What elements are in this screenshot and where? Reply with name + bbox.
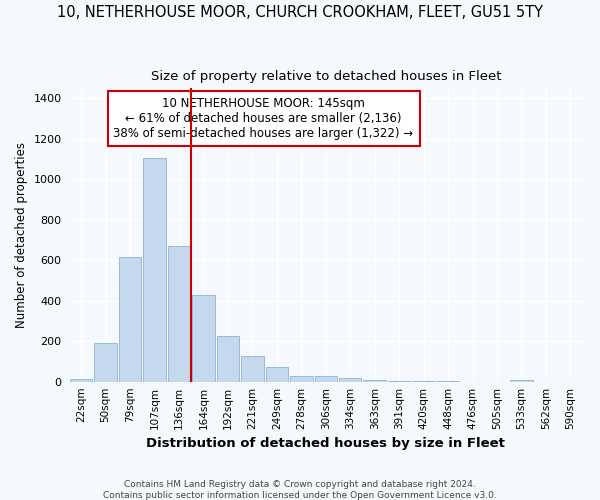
Bar: [168, 246, 190, 382]
Bar: [217, 336, 239, 382]
Bar: [290, 376, 313, 382]
Bar: [388, 380, 410, 382]
X-axis label: Distribution of detached houses by size in Fleet: Distribution of detached houses by size …: [146, 437, 505, 450]
Bar: [339, 378, 361, 382]
Bar: [94, 343, 117, 382]
Bar: [192, 294, 215, 382]
Text: 10 NETHERHOUSE MOOR: 145sqm
← 61% of detached houses are smaller (2,136)
38% of : 10 NETHERHOUSE MOOR: 145sqm ← 61% of det…: [113, 97, 413, 140]
Text: 10, NETHERHOUSE MOOR, CHURCH CROOKHAM, FLEET, GU51 5TY: 10, NETHERHOUSE MOOR, CHURCH CROOKHAM, F…: [57, 5, 543, 20]
Bar: [70, 378, 92, 382]
Text: Contains HM Land Registry data © Crown copyright and database right 2024.
Contai: Contains HM Land Registry data © Crown c…: [103, 480, 497, 500]
Title: Size of property relative to detached houses in Fleet: Size of property relative to detached ho…: [151, 70, 501, 83]
Bar: [412, 380, 435, 382]
Y-axis label: Number of detached properties: Number of detached properties: [15, 142, 28, 328]
Bar: [510, 380, 533, 382]
Bar: [241, 356, 263, 382]
Bar: [314, 376, 337, 382]
Bar: [119, 258, 142, 382]
Bar: [143, 158, 166, 382]
Bar: [364, 380, 386, 382]
Bar: [437, 380, 459, 382]
Bar: [266, 366, 288, 382]
